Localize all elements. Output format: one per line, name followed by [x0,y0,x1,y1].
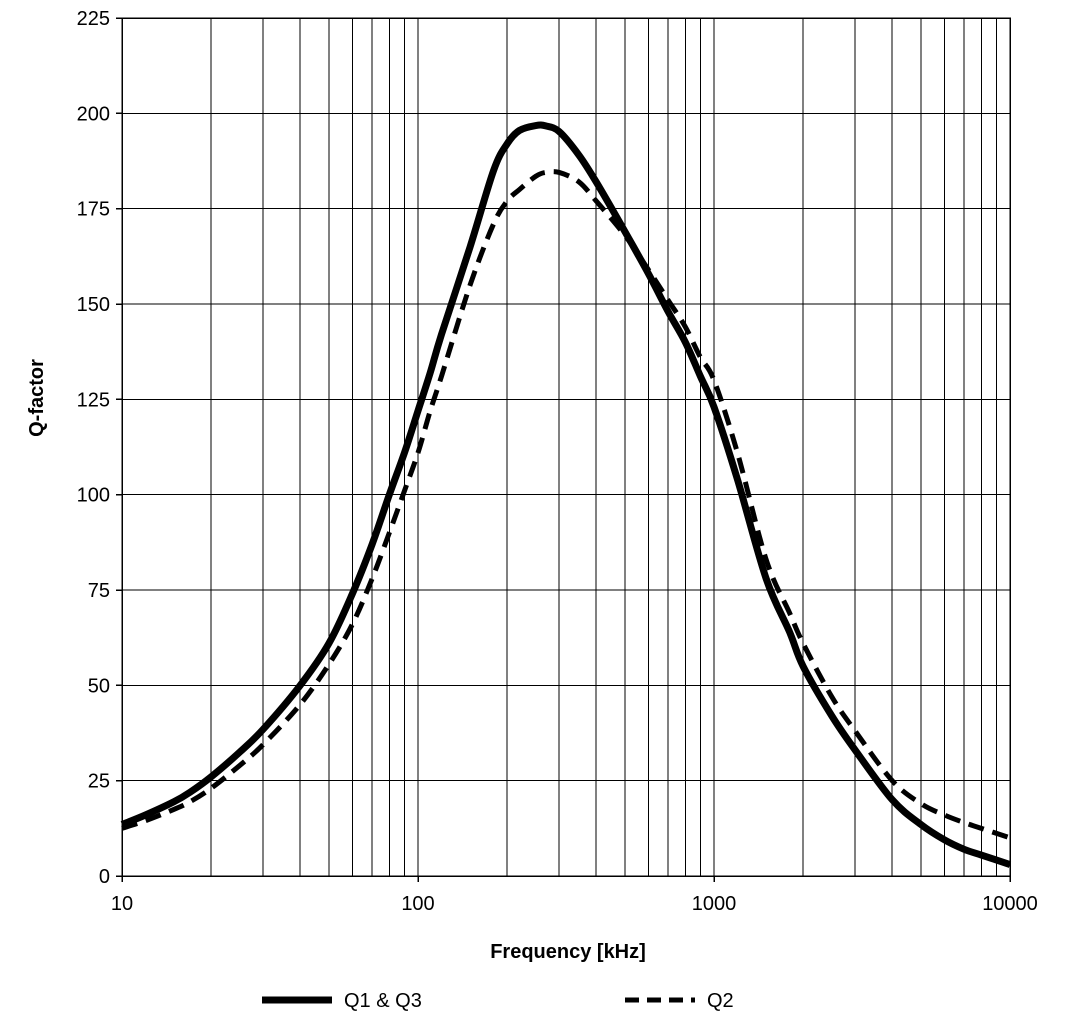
legend-item: Q1 & Q3 [262,990,422,1012]
y-tick-label: 100 [77,485,110,507]
legend-label: Q2 [707,990,734,1012]
x-tick-label: 10 [111,893,133,915]
x-tick-label: 100 [401,893,434,915]
y-tick-label: 0 [99,866,110,888]
y-tick-label: 25 [88,771,110,793]
x-tick-label: 1000 [692,893,737,915]
plot-frame [116,17,1011,882]
legend: Q1 & Q3 Q2 [262,990,734,1012]
y-tick-label: 175 [77,199,110,221]
legend-item: Q2 [625,990,734,1012]
y-tick-label: 50 [88,675,110,697]
series-line-2 [121,169,1011,841]
legend-label: Q1 & Q3 [344,990,422,1012]
grid-lines [121,17,1010,877]
x-tick-label: 10000 [982,893,1038,915]
y-tick-label: 225 [77,8,110,30]
y-tick-label: 75 [88,580,110,602]
series-lines [120,121,1012,868]
y-axis-title: Q-factor [26,359,48,437]
y-tick-label: 125 [77,389,110,411]
y-tick-label: 200 [77,103,110,125]
series-line-1 [120,121,1012,868]
tick-labels: 0 25 50 75 100 125 150 175 200 225 10 100 1000 10000 [77,8,1038,915]
plot-area-border [121,17,1011,877]
y-tick-label: 150 [77,294,110,316]
x-axis-title: Frequency [kHz] [490,941,646,963]
